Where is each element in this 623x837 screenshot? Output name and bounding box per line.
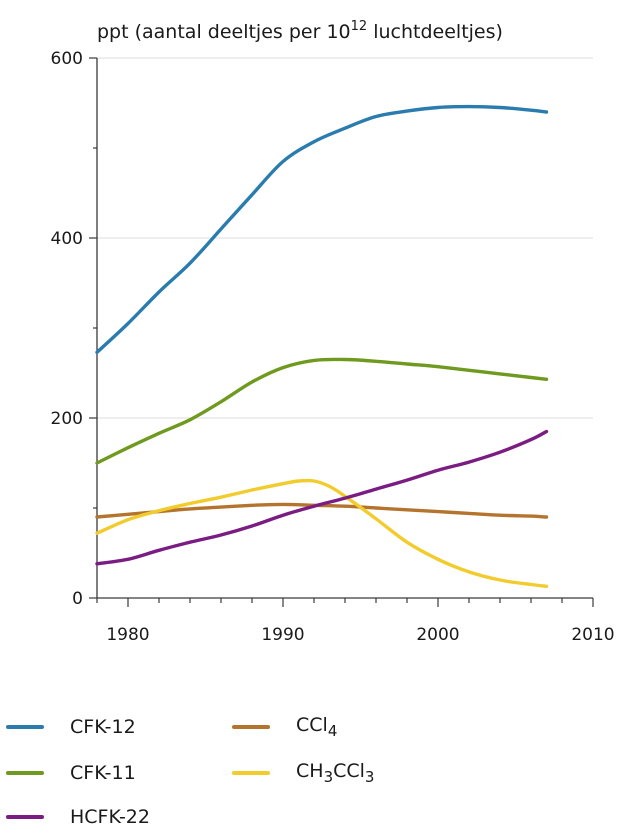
legend-label-ch3ccl3-sub-b: 3: [364, 767, 375, 786]
legend-item-hcfk22: HCFK-22: [6, 802, 150, 832]
legend-label-cfk12: CFK-12: [70, 716, 136, 738]
legend-label-cfk11: CFK-11: [70, 762, 136, 784]
legend-label-ch3ccl3-b: CCl: [333, 760, 365, 783]
legend-swatch-cfk11: [6, 771, 44, 775]
legend-label-ccl4: CCl4: [296, 714, 337, 740]
y-tick-label-400: 400: [51, 229, 83, 249]
legend-swatch-ccl4: [232, 725, 270, 729]
x-tick-label-1980: 1980: [106, 625, 149, 645]
legend-item-cfk11: CFK-11: [6, 758, 136, 788]
legend-swatch-hcfk22: [6, 815, 44, 819]
series-line-hcfk22: [95, 429, 549, 566]
y-tick-label-600: 600: [51, 49, 83, 69]
line-chart: ppt (aantal deeltjes per 1012 luchtdeelt…: [51, 19, 615, 645]
legend-item-ccl4: CCl4: [232, 712, 337, 742]
x-tick-label-2010: 2010: [571, 625, 614, 645]
ticks: 0 200 400 600 1980 1990 2000 2010: [51, 49, 615, 645]
legend-label-ch3ccl3-sub-a: 3: [323, 767, 334, 786]
y-tick-label-0: 0: [72, 589, 83, 609]
x-tick-label-1990: 1990: [261, 625, 304, 645]
legend-label-ch3ccl3-a: CH: [296, 760, 324, 783]
grid-lines: [97, 57, 593, 419]
y-axis-label: ppt (aantal deeltjes per 1012 luchtdeelt…: [97, 19, 503, 43]
legend-item-cfk12: CFK-12: [6, 712, 136, 742]
series-line-cfk11: [95, 357, 549, 465]
y-tick-label-200: 200: [51, 409, 83, 429]
legend-label-ccl4-main: CCl: [296, 714, 328, 737]
legend-label-ccl4-sub: 4: [327, 721, 338, 740]
legend-item-ch3ccl3: CH3CCl3: [232, 758, 374, 788]
series-line-ch3ccl3: [95, 478, 549, 588]
legend-label-hcfk22: HCFK-22: [70, 806, 150, 828]
legend: CFK-12 CFK-11 HCFK-22 CCl4 CH3CCl3: [0, 690, 623, 837]
legend-label-ch3ccl3: CH3CCl3: [296, 760, 374, 786]
legend-swatch-ch3ccl3: [232, 771, 270, 775]
series-line-ccl4: [95, 502, 549, 519]
series-line-cfk12: [95, 104, 549, 354]
legend-swatch-cfk12: [6, 725, 44, 729]
series-lines: [95, 104, 549, 588]
x-tick-label-2000: 2000: [416, 625, 459, 645]
